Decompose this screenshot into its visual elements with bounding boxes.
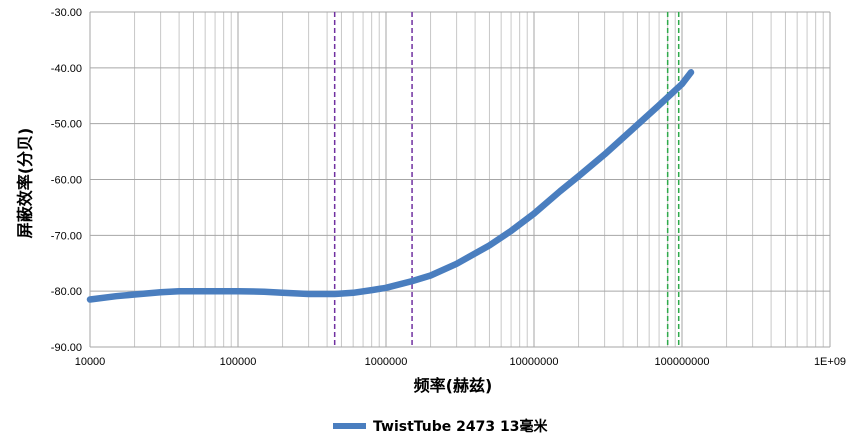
y-tick-label: -50.00 xyxy=(51,119,82,131)
series-group xyxy=(86,69,695,303)
x-tick-label: 1000000 xyxy=(365,356,408,368)
x-tick-label: 10000000 xyxy=(510,356,559,368)
x-axis-title: 频率(赫兹) xyxy=(414,376,493,395)
series-line xyxy=(86,69,695,303)
x-tick-label: 100000000 xyxy=(654,356,709,368)
legend-label: TwistTube 2473 13毫米 xyxy=(373,418,548,435)
y-tick-label: -60.00 xyxy=(51,175,82,187)
y-tick-label: -30.00 xyxy=(51,7,82,19)
major-gridlines xyxy=(89,11,831,348)
y-tick-label: -40.00 xyxy=(51,63,82,75)
x-tick-label: 1E+09 xyxy=(814,356,846,368)
x-tick-labels: 10000 100000 1000000 10000000 100000000 1E+09 xyxy=(75,356,846,368)
x-tick-label: 10000 xyxy=(75,356,106,368)
y-axis-title: 屏蔽效率(分贝) xyxy=(16,128,35,239)
y-tick-label: -70.00 xyxy=(51,230,82,242)
x-tick-label: 100000 xyxy=(220,356,257,368)
y-tick-labels: -30.00 -40.00 -50.00 -60.00 -70.00 -80.00 -90.… xyxy=(51,7,82,354)
legend: TwistTube 2473 13毫米 xyxy=(333,418,548,435)
y-tick-label: -90.00 xyxy=(51,342,82,354)
y-tick-label: -80.00 xyxy=(51,286,82,298)
